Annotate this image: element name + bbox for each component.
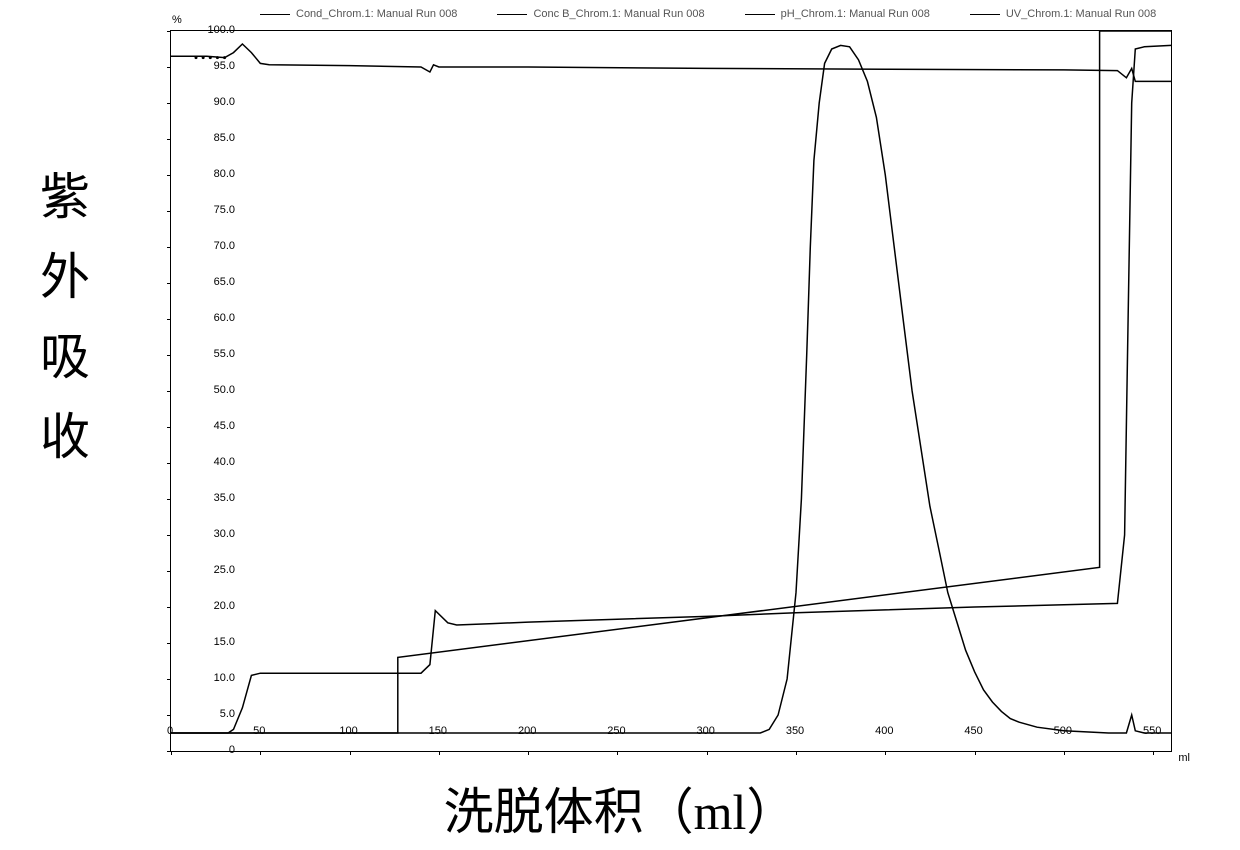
y-tick-label: 95.0 — [214, 60, 235, 72]
series-line — [171, 31, 1171, 733]
y-tick-label: 60.0 — [214, 312, 235, 324]
legend-label: Conc B_Chrom.1: Manual Run 008 — [533, 8, 704, 20]
x-tick-label: 100 — [339, 725, 357, 737]
legend-item-concb: Conc B_Chrom.1: Manual Run 008 — [497, 8, 704, 20]
y-tick-label: 55.0 — [214, 348, 235, 360]
x-tick-label: 150 — [429, 725, 447, 737]
y-axis-unit: % — [172, 14, 182, 26]
legend-label: Cond_Chrom.1: Manual Run 008 — [296, 8, 457, 20]
y-tick-label: 70.0 — [214, 240, 235, 252]
y-tick-label: 85.0 — [214, 132, 235, 144]
x-tick-label: 350 — [786, 725, 804, 737]
y-tick-label: 30.0 — [214, 528, 235, 540]
x-tick-label: 500 — [1054, 725, 1072, 737]
y-tick-label: 40.0 — [214, 456, 235, 468]
y-tick-label: 90.0 — [214, 96, 235, 108]
y-tick-label: 80.0 — [214, 168, 235, 180]
y-tick-label: 35.0 — [214, 492, 235, 504]
series-line — [171, 45, 1171, 733]
chart-plot-area — [170, 30, 1172, 752]
legend-label: UV_Chrom.1: Manual Run 008 — [1006, 8, 1156, 20]
y-tick-label: 50.0 — [214, 384, 235, 396]
y-tick-label: 100.0 — [207, 24, 235, 36]
y-tick-label: 0 — [229, 744, 235, 756]
y-tick-label: 15.0 — [214, 636, 235, 648]
y-tick-label: 75.0 — [214, 204, 235, 216]
x-tick-label: 50 — [253, 725, 265, 737]
x-axis-unit: ml — [1178, 752, 1190, 764]
y-tick-label: 5.0 — [220, 708, 235, 720]
y-tick-label: 20.0 — [214, 600, 235, 612]
x-tick-label: 0 — [167, 725, 173, 737]
legend-item-uv: UV_Chrom.1: Manual Run 008 — [970, 8, 1156, 20]
x-tick-label: 550 — [1143, 725, 1161, 737]
x-tick-label: 450 — [964, 725, 982, 737]
x-tick-label: 200 — [518, 725, 536, 737]
legend-label: pH_Chrom.1: Manual Run 008 — [781, 8, 930, 20]
y-tick-label: 45.0 — [214, 420, 235, 432]
x-tick-label: 400 — [875, 725, 893, 737]
series-line — [171, 45, 1171, 733]
y-tick-label: 10.0 — [214, 672, 235, 684]
y-axis-title: 紫外吸收 — [25, 170, 97, 490]
x-tick-label: 250 — [607, 725, 625, 737]
x-tick-label: 300 — [697, 725, 715, 737]
legend-item-ph: pH_Chrom.1: Manual Run 008 — [745, 8, 930, 20]
y-tick-label: 65.0 — [214, 276, 235, 288]
x-axis-title: 洗脱体积（ml） — [0, 772, 1240, 844]
y-tick-label: 25.0 — [214, 564, 235, 576]
legend-item-cond: Cond_Chrom.1: Manual Run 008 — [260, 8, 457, 20]
series-line — [171, 44, 1171, 81]
chart-legend: Cond_Chrom.1: Manual Run 008 Conc B_Chro… — [260, 8, 1156, 20]
